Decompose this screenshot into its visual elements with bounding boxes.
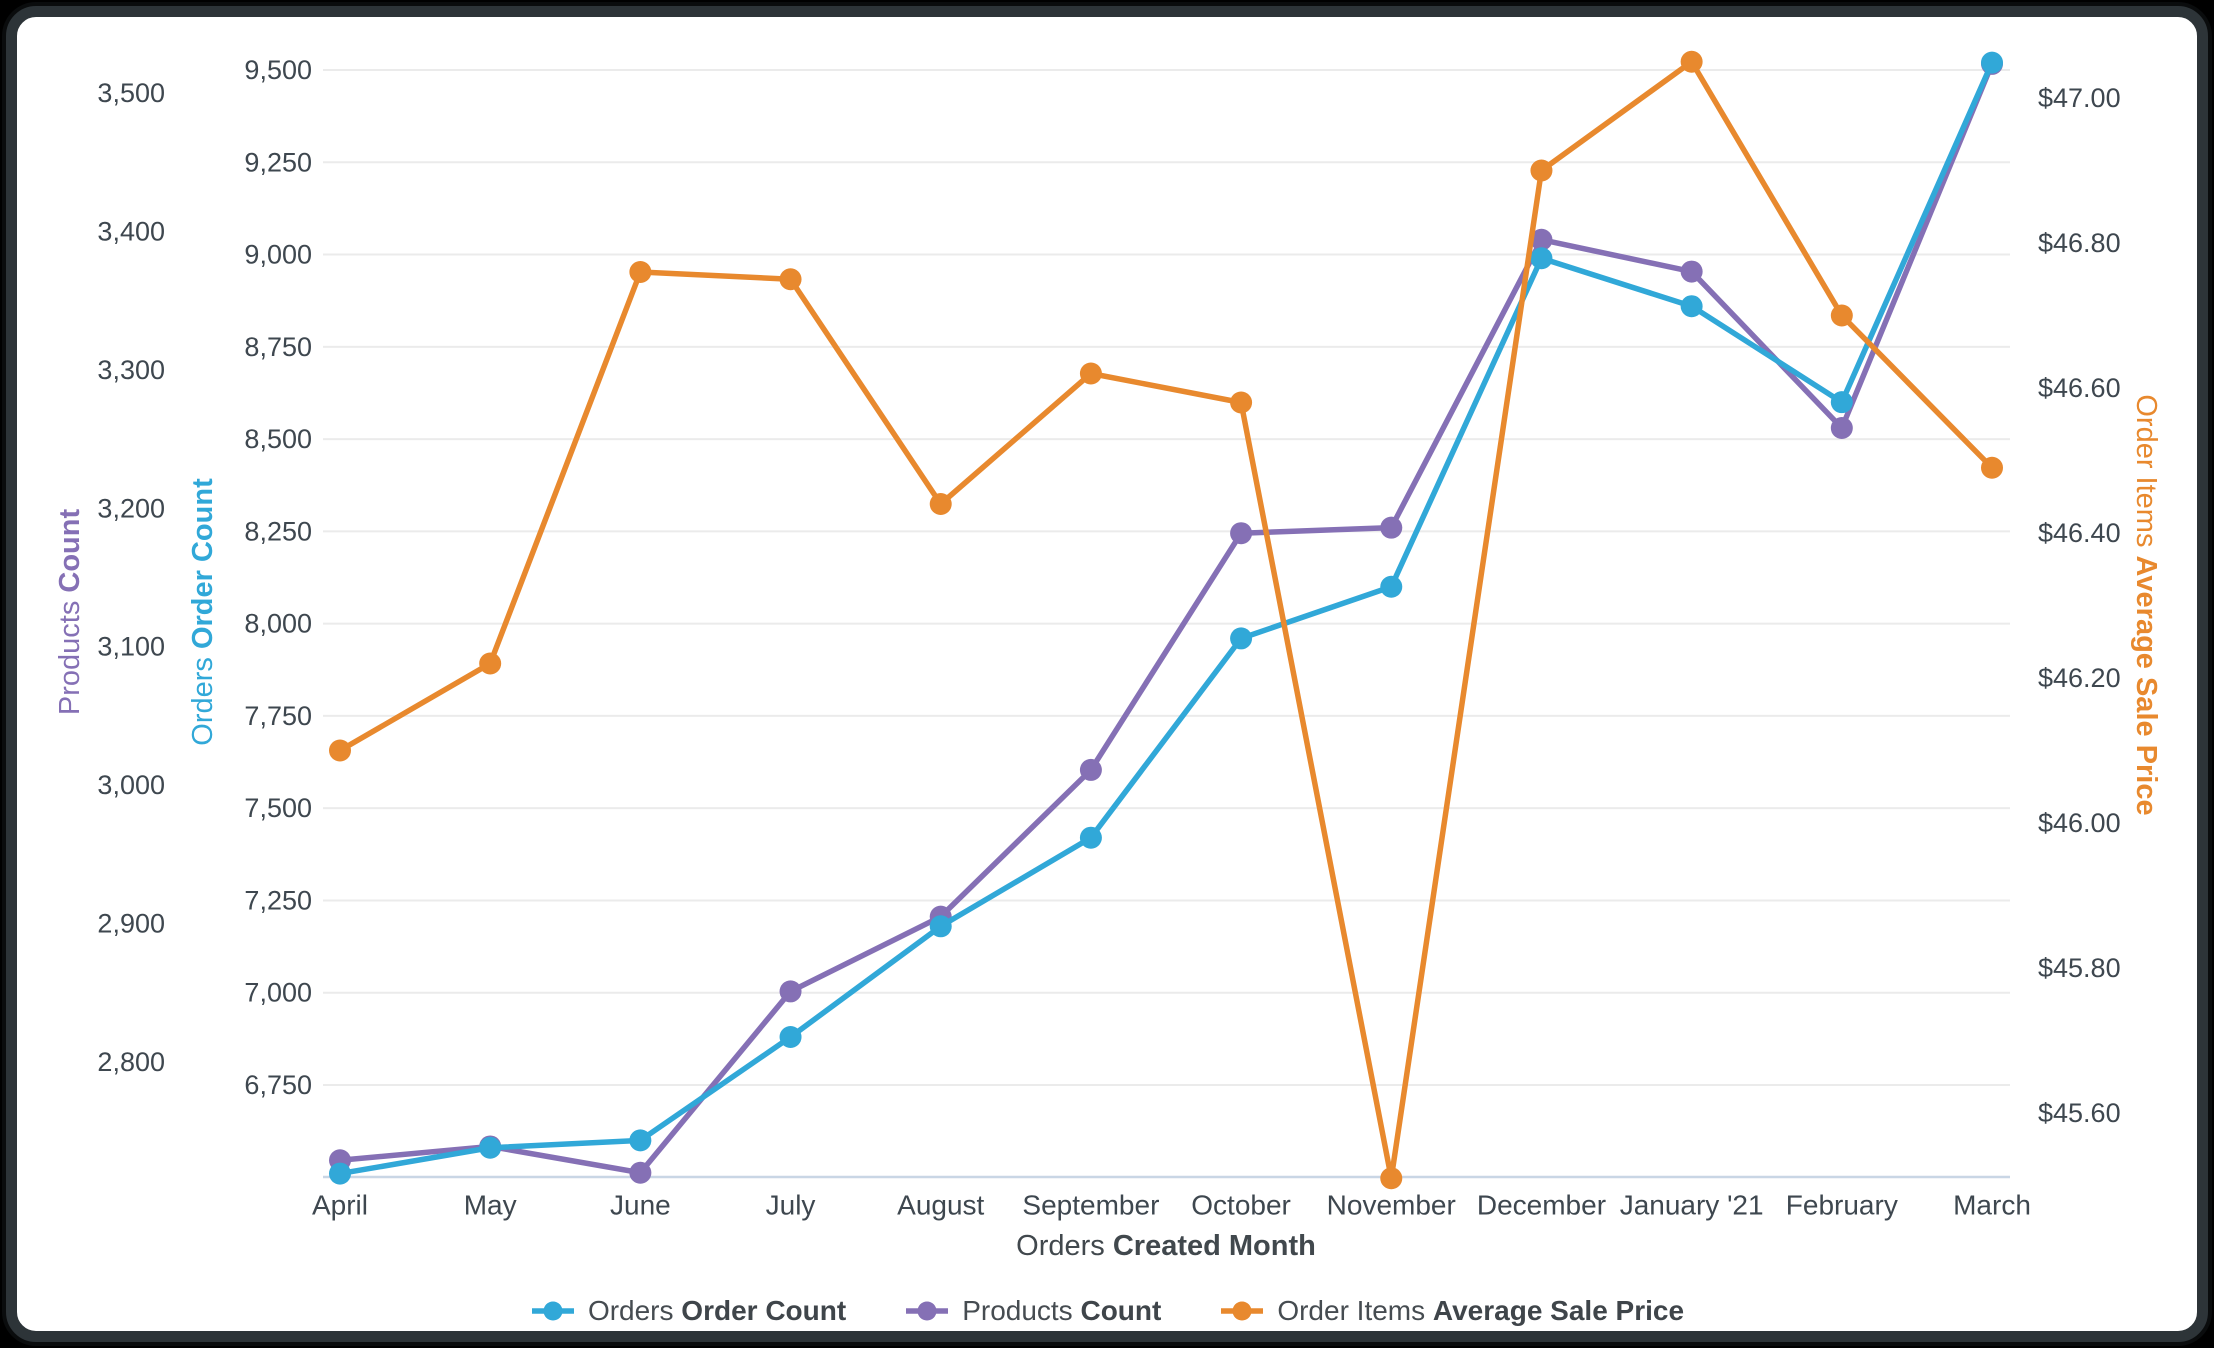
x-tick-label: July xyxy=(766,1190,816,1221)
orders-order-count-point[interactable] xyxy=(1230,627,1253,650)
legend-item-orders-order-count[interactable]: Orders Order Count xyxy=(530,1295,846,1327)
orders-order-count-point[interactable] xyxy=(1380,575,1403,598)
orders-order-count-point[interactable] xyxy=(629,1129,652,1152)
left-inner-tick-label: 6,750 xyxy=(244,1070,312,1100)
products-count-point[interactable] xyxy=(779,980,802,1003)
x-tick-label: June xyxy=(610,1190,671,1221)
chart-card xyxy=(6,6,2208,1342)
orders-order-count-point[interactable] xyxy=(929,915,952,938)
left-outer-tick-label: 2,900 xyxy=(97,909,165,939)
orders-order-count-point[interactable] xyxy=(329,1162,351,1185)
right-tick-label: $45.80 xyxy=(2038,953,2121,983)
left-inner-tick-label: 9,000 xyxy=(244,240,312,270)
left-inner-tick-label: 8,750 xyxy=(244,332,312,362)
order-items-average-sale-price-point[interactable] xyxy=(1380,1167,1403,1190)
x-axis-title: Orders Created Month xyxy=(1016,1230,1316,1262)
left-outer-tick-label: 3,100 xyxy=(97,632,165,662)
orders-order-count-point[interactable] xyxy=(1079,826,1102,849)
order-items-average-sale-price-point[interactable] xyxy=(1830,304,1853,327)
x-tick-label: January '21 xyxy=(1620,1190,1764,1221)
products-count-point[interactable] xyxy=(1380,516,1403,539)
x-tick-label: April xyxy=(312,1190,368,1221)
products-count-point[interactable] xyxy=(1530,228,1553,251)
order-items-average-sale-price-point[interactable] xyxy=(1981,456,2003,479)
right-tick-label: $46.00 xyxy=(2038,808,2121,838)
legend-item-products-count[interactable]: Products Count xyxy=(904,1295,1161,1327)
left-outer-tick-label: 3,200 xyxy=(97,493,165,523)
left-inner-tick-label: 9,500 xyxy=(244,55,312,85)
left-outer-tick-label: 3,400 xyxy=(97,216,165,246)
products-count-point[interactable] xyxy=(1230,522,1253,545)
products-count-point[interactable] xyxy=(629,1161,652,1184)
right-tick-label: $46.80 xyxy=(2038,228,2121,258)
order-items-average-sale-price-point[interactable] xyxy=(329,739,351,762)
right-axis-title: Order Items Average Sale Price xyxy=(2130,394,2162,815)
orders-order-count-legend-marker xyxy=(531,1301,574,1321)
x-tick-label: August xyxy=(897,1190,984,1221)
legend-item-order-items-average-sale-price[interactable]: Order Items Average Sale Price xyxy=(1219,1295,1684,1327)
orders-order-count-point[interactable] xyxy=(1680,295,1703,318)
x-tick-label: May xyxy=(464,1190,517,1221)
right-tick-label: $46.60 xyxy=(2038,373,2121,403)
x-tick-label: February xyxy=(1786,1190,1898,1221)
left-inner-tick-label: 7,250 xyxy=(244,885,312,915)
x-tick-label: March xyxy=(1953,1190,2031,1221)
left-inner-axis-title: Orders Order Count xyxy=(187,478,219,746)
left-inner-tick-label: 8,000 xyxy=(244,609,312,639)
x-tick-label: December xyxy=(1477,1190,1606,1221)
left-inner-tick-label: 7,500 xyxy=(244,793,312,823)
order-items-average-sale-price-point[interactable] xyxy=(1680,50,1703,73)
x-tick-label: November xyxy=(1327,1190,1456,1221)
orders-order-count-point[interactable] xyxy=(1530,247,1553,270)
legend-label: Orders Order Count xyxy=(587,1295,847,1326)
left-outer-tick-label: 3,000 xyxy=(97,770,165,800)
order-items-average-sale-price-point[interactable] xyxy=(1079,362,1102,385)
order-items-average-sale-price-point[interactable] xyxy=(1230,391,1253,414)
legend-label: Products Count xyxy=(962,1295,1162,1326)
order-items-average-sale-price-point[interactable] xyxy=(779,268,802,291)
left-inner-tick-label: 8,500 xyxy=(244,424,312,454)
legend-label: Order Items Average Sale Price xyxy=(1277,1295,1685,1326)
order-items-average-sale-price-point[interactable] xyxy=(629,261,652,283)
left-outer-tick-label: 3,300 xyxy=(97,355,165,385)
right-tick-label: $45.60 xyxy=(2038,1098,2121,1128)
x-tick-label: September xyxy=(1022,1190,1159,1221)
products-count-point[interactable] xyxy=(1680,260,1703,283)
orders-order-count-point[interactable] xyxy=(479,1136,502,1159)
left-inner-tick-label: 9,250 xyxy=(244,147,312,177)
chart-legend: Orders Order Count Products Count Order It… xyxy=(0,1286,2214,1336)
right-tick-label: $46.20 xyxy=(2038,663,2121,693)
orders-order-count-point[interactable] xyxy=(1830,391,1853,414)
right-tick-label: $47.00 xyxy=(2038,83,2121,113)
order-items-average-sale-price-line xyxy=(337,59,1995,1181)
left-inner-tick-label: 8,250 xyxy=(244,516,312,546)
orders-order-count-point[interactable] xyxy=(1981,51,2003,74)
orders-order-count-line xyxy=(337,59,1995,1177)
left-inner-tick-label: 7,000 xyxy=(244,978,312,1008)
left-outer-tick-label: 3,500 xyxy=(97,78,165,108)
left-outer-tick-label: 2,800 xyxy=(97,1047,165,1077)
products-count-line xyxy=(337,61,1995,1176)
order-items-average-sale-price-point[interactable] xyxy=(929,493,952,515)
right-tick-label: $46.40 xyxy=(2038,518,2121,548)
orders-order-count-point[interactable] xyxy=(779,1026,802,1049)
left-inner-tick-label: 7,750 xyxy=(244,701,312,731)
products-count-point[interactable] xyxy=(1079,758,1102,781)
order-items-average-sale-price-point[interactable] xyxy=(1530,159,1553,182)
order-items-average-sale-price-point[interactable] xyxy=(479,652,502,675)
products-count-legend-marker xyxy=(906,1301,949,1321)
left-outer-axis-title: Products Count xyxy=(54,509,86,716)
order-items-average-sale-price-legend-marker xyxy=(1221,1301,1264,1321)
products-count-point[interactable] xyxy=(1830,416,1853,439)
x-tick-label: October xyxy=(1191,1190,1291,1221)
